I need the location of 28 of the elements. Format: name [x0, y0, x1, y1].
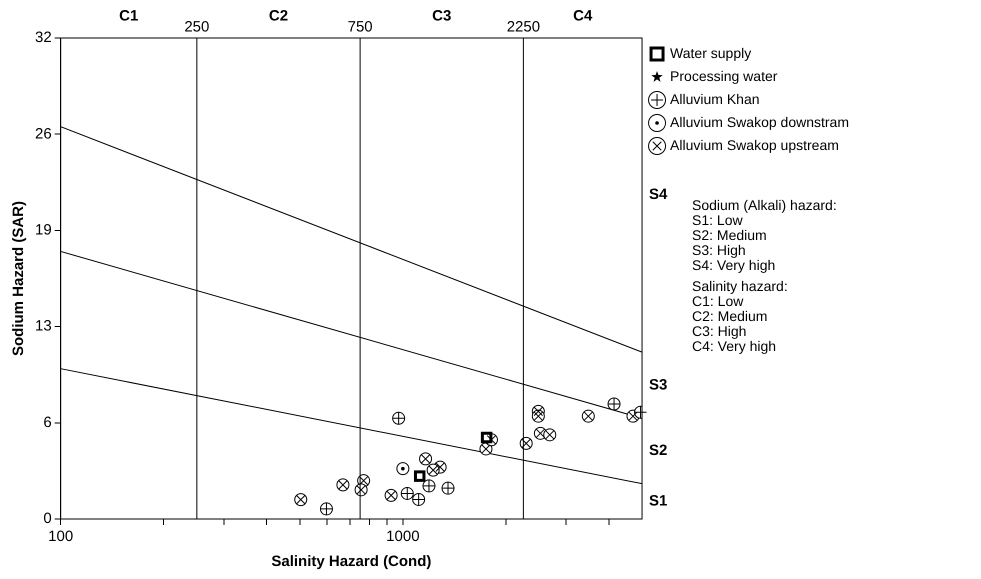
legend-label: Water supply — [670, 44, 752, 61]
ref-line-label: 750 — [348, 18, 373, 36]
legend-label: Alluvium Swakop downstram — [670, 114, 850, 130]
y-tick-label: 19 — [34, 222, 52, 239]
y-axis-title: Sodium Hazard (SAR) — [10, 200, 28, 356]
x-tick-label: 100 — [48, 528, 74, 546]
text: S3 — [649, 376, 668, 394]
ref-line-label: 2250 — [506, 18, 540, 36]
text: S4 — [649, 186, 668, 204]
y-tick-label: 0 — [43, 510, 52, 528]
text: C2 — [268, 8, 288, 25]
y-tick-label: 32 — [34, 29, 52, 46]
legend-label: Alluvium Swakop upstream — [670, 136, 839, 153]
text: Salinity hazard: C1: Low C2: Medium C3: High C4: Very high — [692, 278, 789, 354]
text: C4 — [573, 8, 593, 25]
x-axis-title: Salinity Hazard (Cond) — [271, 553, 432, 570]
text: S2 — [649, 442, 668, 460]
legend-label: Processing water — [670, 68, 778, 84]
text: C3 — [432, 8, 452, 25]
text: C1 — [119, 8, 138, 25]
text: S1 — [649, 492, 668, 510]
y-tick-label: 26 — [34, 125, 52, 142]
x-tick-label: 1000 — [386, 528, 420, 546]
y-tick-label: 6 — [43, 414, 52, 431]
ref-line-label: 250 — [184, 18, 210, 36]
text: Sodium (Alkali) hazard: S1: Low S2: Medium S3: High S4: Very high — [692, 197, 837, 273]
legend-label: Alluvium Khan — [670, 90, 760, 107]
y-tick-label: 13 — [34, 318, 52, 335]
